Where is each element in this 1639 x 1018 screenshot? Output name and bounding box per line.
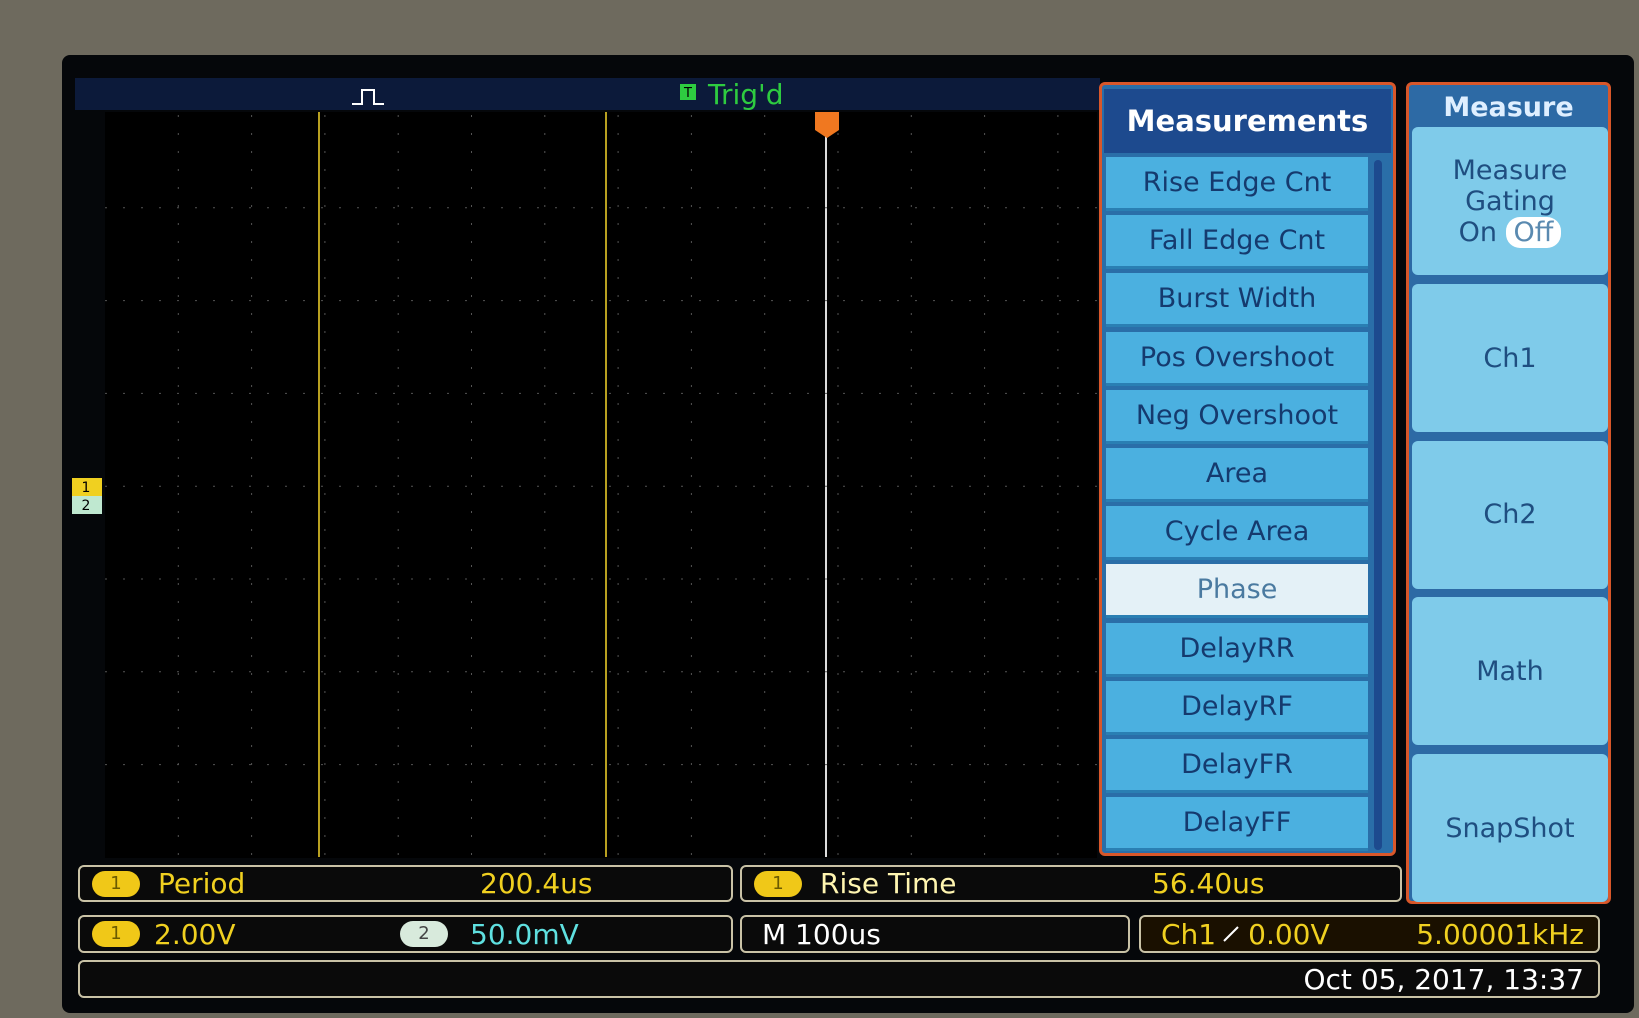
gating-label: Measure Gating — [1440, 155, 1580, 217]
trigger-readout: Ch1 0.00V 5.00001kHz — [1139, 915, 1600, 953]
side-button[interactable]: Ch1 — [1412, 284, 1608, 432]
trigger-level: 0.00V — [1248, 918, 1330, 951]
menu-item[interactable]: Cycle Area — [1106, 506, 1368, 560]
menu-item[interactable]: Burst Width — [1106, 273, 1368, 327]
menu-item[interactable]: DelayFR — [1106, 739, 1368, 793]
rising-edge-icon — [1222, 923, 1242, 945]
datetime-bar: Oct 05, 2017, 13:37 — [78, 960, 1600, 998]
ch1-badge: 1 — [92, 921, 140, 947]
ch1-scale: 2.00V — [154, 918, 236, 951]
menu-item[interactable]: Area — [1106, 448, 1368, 502]
channel-scales: 1 2.00V 2 50.0mV — [78, 915, 733, 953]
oscilloscope-photo: T Trig'd 1 2 Measurements Measure Measur… — [0, 0, 1639, 1018]
ch2-scale: 50.0mV — [470, 918, 579, 951]
gating-off: Off — [1506, 217, 1562, 248]
value: 56.40us — [1152, 867, 1265, 900]
trigger-status: Trig'd — [707, 78, 784, 111]
channel-badge: 1 — [754, 871, 802, 897]
scrollbar — [1374, 160, 1382, 850]
rise-time-readout: 1 Rise Time 56.40us — [740, 865, 1402, 902]
measure-title: Measure — [1410, 89, 1607, 125]
gating-toggle: On Off — [1459, 217, 1562, 248]
label: Rise Time — [820, 867, 956, 900]
side-button[interactable]: Math — [1412, 597, 1608, 745]
trigger-source: Ch1 — [1161, 918, 1216, 951]
gating-button[interactable]: Measure Gating On Off — [1412, 127, 1608, 275]
period-readout: 1 Period 200.4us — [78, 865, 733, 902]
menu-item[interactable]: DelayRR — [1106, 623, 1368, 677]
top-bar — [75, 78, 1100, 110]
timebase: M 100us — [740, 915, 1130, 953]
trigger-badge: T — [683, 86, 692, 101]
channel-badge: 1 — [92, 871, 140, 897]
ch2-badge: 2 — [400, 921, 448, 947]
menu-item[interactable]: Pos Overshoot — [1106, 332, 1368, 386]
frequency: 5.00001kHz — [1416, 918, 1584, 951]
ch1-marker-label: 1 — [82, 480, 91, 496]
menu-item[interactable]: Phase — [1106, 564, 1368, 618]
side-button[interactable]: SnapShot — [1412, 754, 1608, 902]
menu-item[interactable]: Fall Edge Cnt — [1106, 215, 1368, 269]
ch2-marker-label: 2 — [82, 498, 91, 514]
menu-item[interactable]: Rise Edge Cnt — [1106, 157, 1368, 211]
label: Period — [158, 867, 245, 900]
datetime: Oct 05, 2017, 13:37 — [1304, 963, 1585, 996]
gating-on: On — [1459, 217, 1497, 248]
menu-item[interactable]: Neg Overshoot — [1106, 390, 1368, 444]
side-button[interactable]: Ch2 — [1412, 441, 1608, 589]
menu-item[interactable]: DelayFF — [1106, 797, 1368, 851]
menu-item[interactable]: DelayRF — [1106, 681, 1368, 735]
measurements-title: Measurements — [1104, 89, 1391, 153]
graticule-bg — [105, 112, 1097, 858]
value: 200.4us — [480, 867, 593, 900]
